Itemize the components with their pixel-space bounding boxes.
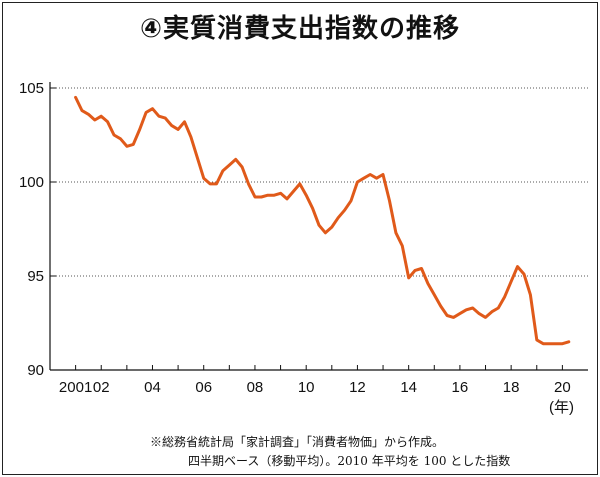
y-tick-label-90: 90 [27,362,44,379]
source-note-line-2: 四半期ベース（移動平均）。2010 年平均を 100 とした指数 [188,454,511,468]
x-axis-label: (年) [549,399,574,416]
chart-title: ④実質消費支出指数の推移 [139,14,460,44]
x-tick-label-08: 08 [247,379,264,396]
x-tick-label-02: 02 [93,379,110,396]
y-tick-label-95: 95 [27,268,44,285]
y-tick-label-100: 100 [19,174,44,191]
series-line [74,95,571,346]
x-tick-label-06: 06 [195,379,212,396]
source-note-line-1: ※総務省統計局「家計調査」「消費者物価」から作成。 [150,435,445,449]
x-tick-label-16: 16 [452,379,469,396]
x-tick-label-14: 14 [400,379,417,396]
x-tick-label-12: 12 [349,379,366,396]
y-tick-label-105: 105 [19,80,44,97]
x-tick-label-10: 10 [298,379,315,396]
x-tick-label-04: 04 [144,379,161,396]
x-tick-label-18: 18 [503,379,520,396]
x-tick-label-20: 20 [554,379,571,396]
x-tick-label-2001: 2001 [59,379,92,396]
